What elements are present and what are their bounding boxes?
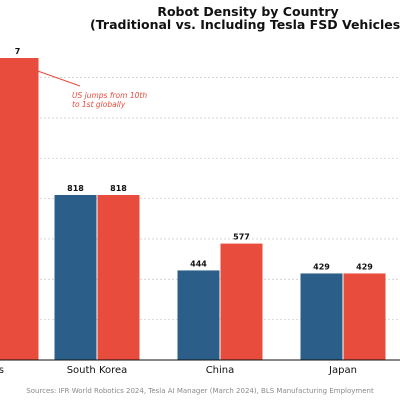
value-label: 444 [190, 259, 207, 268]
bar-with-fsd-1 [98, 195, 140, 360]
value-label: 577 [233, 233, 250, 242]
source-note: Sources: IFR World Robotics 2024, Tesla … [26, 387, 374, 395]
category-label: Japan [328, 365, 357, 376]
chart-title-line2: (Traditional vs. Including Tesla FSD Veh… [90, 17, 400, 32]
category-label: s [0, 365, 4, 376]
bar-with-fsd-2 [221, 244, 263, 360]
value-label: 818 [110, 184, 127, 193]
value-label: 7 [15, 47, 21, 56]
annotation-line2: to 1st globally [72, 100, 126, 109]
category-labels: s South Korea China Japan [0, 365, 357, 376]
annotation-line1: US jumps from 10th [72, 91, 147, 100]
bar-traditional-2 [178, 270, 220, 360]
bar-with-fsd-3 [344, 273, 386, 360]
value-label: 429 [313, 262, 330, 271]
value-label: 818 [67, 184, 84, 193]
bar-with-fsd-0 [0, 58, 39, 360]
value-label: 429 [356, 262, 373, 271]
bars [0, 58, 386, 360]
category-label: South Korea [67, 365, 128, 376]
bar-traditional-1 [55, 195, 97, 360]
category-label: China [206, 365, 235, 376]
bar-traditional-3 [301, 273, 343, 360]
